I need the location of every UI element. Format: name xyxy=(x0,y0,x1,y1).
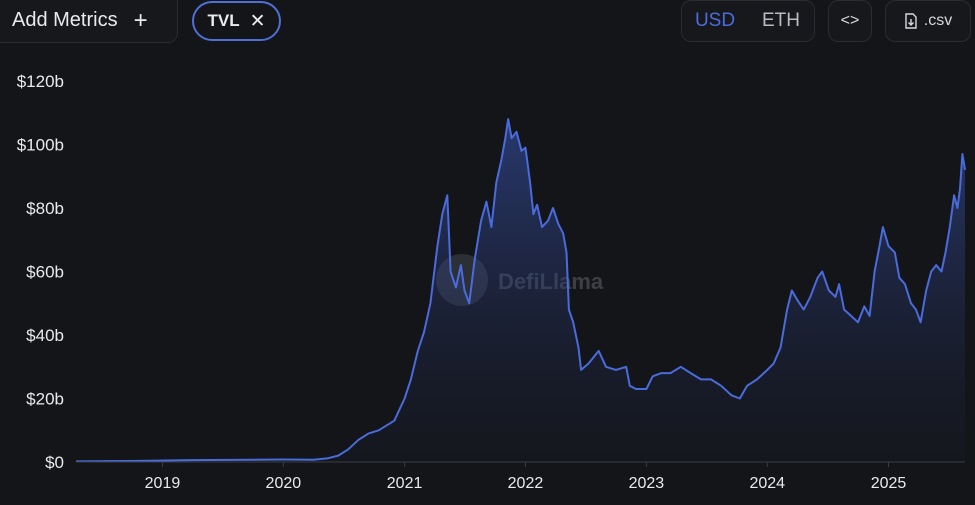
x-tick-label: 2019 xyxy=(145,475,181,492)
add-metrics-button[interactable]: Add Metrics + xyxy=(0,0,178,43)
tvl-chart: DefiLlama $0$20b$40b$60b$80b$100b$120b 2… xyxy=(17,72,966,492)
code-icon: <> xyxy=(840,12,860,29)
close-icon[interactable]: ✕ xyxy=(249,10,266,32)
y-tick-label: $120b xyxy=(17,72,64,91)
tvl-series-line xyxy=(75,118,966,463)
y-tick-label: $20b xyxy=(26,390,64,409)
x-tick-label: 2021 xyxy=(387,475,423,492)
csv-download-button[interactable]: .csv xyxy=(885,0,971,42)
x-axis: 2019 2020 2021 2022 2023 2024 2025 xyxy=(145,462,907,492)
chart-toolbar: Add Metrics + TVL ✕ USD ETH <> .csv xyxy=(0,0,975,44)
y-tick-label: $60b xyxy=(26,263,64,282)
y-tick-label: $80b xyxy=(26,199,64,218)
metric-chip-tvl[interactable]: TVL ✕ xyxy=(192,1,281,41)
x-tick-label: 2024 xyxy=(749,475,785,492)
currency-usd-option[interactable]: USD xyxy=(694,10,736,31)
y-tick-label: $100b xyxy=(17,136,64,155)
x-tick-label: 2023 xyxy=(629,475,665,492)
plus-icon: + xyxy=(133,6,148,34)
y-tick-label: $0 xyxy=(45,453,64,472)
x-tick-label: 2025 xyxy=(871,475,907,492)
embed-button[interactable]: <> xyxy=(828,0,872,42)
metric-chip-label: TVL xyxy=(207,11,240,30)
y-tick-label: $40b xyxy=(26,326,64,345)
add-metrics-label: Add Metrics xyxy=(12,9,118,31)
csv-label: .csv xyxy=(923,12,953,29)
tvl-area-fill xyxy=(76,119,965,462)
x-tick-label: 2020 xyxy=(266,475,302,492)
x-tick-label: 2022 xyxy=(508,475,544,492)
currency-toggle: USD ETH xyxy=(681,0,815,42)
file-download-icon xyxy=(905,13,917,29)
y-axis: $0 $20b $40b $60b $80b $100b $120b xyxy=(17,72,64,472)
currency-eth-option[interactable]: ETH xyxy=(762,10,800,31)
